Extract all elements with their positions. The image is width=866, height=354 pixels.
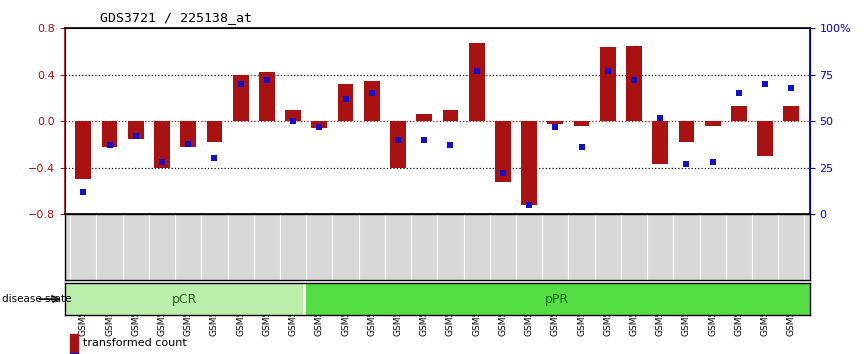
Bar [731,106,746,121]
Bar [390,121,406,168]
Bar [180,121,196,147]
Bar [547,121,563,124]
Bar [757,121,773,156]
Bar [573,121,590,126]
Bar [304,283,810,315]
Bar [207,121,223,142]
Bar [101,121,118,147]
Text: GDS3721 / 225138_at: GDS3721 / 225138_at [100,11,252,24]
Bar [154,121,170,168]
Bar [784,106,799,121]
Bar [679,121,695,142]
Text: transformed count: transformed count [83,338,187,348]
Bar [312,121,327,128]
Bar [443,110,458,121]
Bar [285,110,301,121]
Bar [69,334,78,353]
Bar [65,283,304,315]
Bar [128,121,144,139]
Bar [259,73,275,121]
Bar [495,121,511,182]
Bar [364,81,379,121]
Text: pCR: pCR [172,293,197,306]
Bar [338,84,353,121]
Bar [69,353,78,354]
Bar [469,44,485,121]
Bar [521,121,537,205]
Text: pPR: pPR [545,293,569,306]
Bar [652,121,668,164]
Bar [705,121,721,126]
Bar [417,114,432,121]
Bar [626,46,642,121]
Bar [75,121,91,179]
Text: disease state: disease state [2,294,71,304]
Bar [233,75,249,121]
Bar [600,47,616,121]
